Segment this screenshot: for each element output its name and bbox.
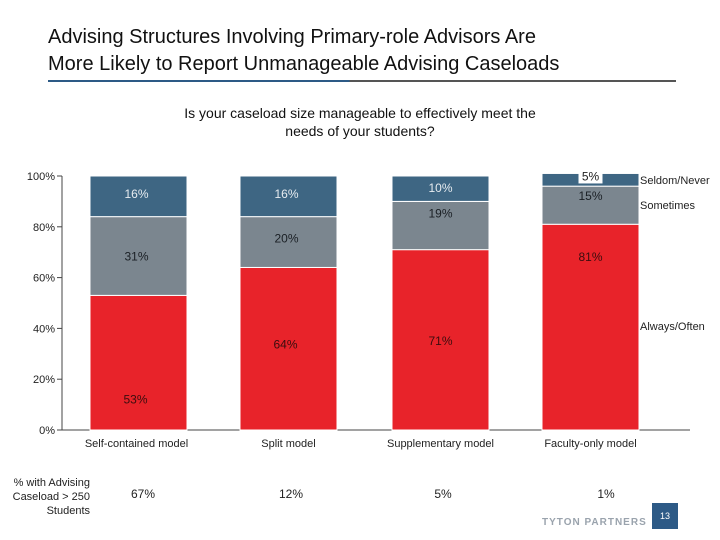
bar-segment xyxy=(89,294,188,431)
bar-segment xyxy=(89,216,188,296)
slide-title-line-1: Advising Structures Involving Primary-ro… xyxy=(48,26,536,48)
legend-label: Always/Often xyxy=(640,321,705,333)
caseload-row-label-line-1: % with Advising xyxy=(13,477,90,489)
bar-segment xyxy=(541,223,640,431)
bar-segment xyxy=(89,175,188,218)
caseload-row-label: % with Advising Caseload > 250 Students xyxy=(2,476,90,518)
data-label: 16% xyxy=(274,187,298,201)
category-label: Self-contained model xyxy=(85,438,188,450)
y-tick-label: 80% xyxy=(33,222,55,234)
caseload-value: 67% xyxy=(130,487,156,501)
page-number-badge: 13 xyxy=(652,503,678,529)
chart-question-line-2: needs of your students? xyxy=(285,123,435,139)
bar-segment xyxy=(391,175,490,202)
category-label: Split model xyxy=(261,438,315,450)
caseload-row-label-line-2: Caseload > 250 xyxy=(12,491,90,503)
bar-segment xyxy=(541,185,640,225)
bar-segment xyxy=(391,249,490,431)
data-label: 64% xyxy=(273,338,297,352)
slide-title: Advising Structures Involving Primary-ro… xyxy=(48,24,688,78)
caseload-value: 12% xyxy=(278,487,304,501)
y-tick-label: 40% xyxy=(33,323,55,335)
brand-logo-text: TYTON PARTNERS xyxy=(542,517,647,528)
y-tick-label: 60% xyxy=(33,273,55,285)
data-label: 19% xyxy=(428,206,452,220)
category-label: Faculty-only model xyxy=(544,438,636,450)
data-label: 31% xyxy=(124,250,148,264)
data-label: 53% xyxy=(123,393,147,407)
caseload-value: 5% xyxy=(434,487,452,501)
title-underline xyxy=(48,80,676,82)
caseload-row-label-line-3: Students xyxy=(46,505,90,517)
data-label: 10% xyxy=(428,181,452,195)
legend-label: Sometimes xyxy=(640,200,696,212)
legend-label: Seldom/Never xyxy=(640,175,710,187)
bar-segment xyxy=(239,266,338,431)
data-label: 16% xyxy=(124,187,148,201)
y-tick-label: 0% xyxy=(39,425,55,437)
data-label-background xyxy=(578,169,603,184)
data-label: 81% xyxy=(578,250,602,264)
bar-segment xyxy=(239,216,338,268)
y-tick-label: 100% xyxy=(27,171,55,183)
caseload-value: 1% xyxy=(597,487,615,501)
bar-segment xyxy=(239,175,338,218)
slide-title-line-2: More Likely to Report Unmanageable Advis… xyxy=(48,53,560,75)
category-label: Supplementary model xyxy=(387,438,494,450)
data-label: 5% xyxy=(582,169,600,183)
chart-question-line-1: Is your caseload size manageable to effe… xyxy=(184,105,536,121)
y-tick-label: 20% xyxy=(33,374,55,386)
chart-question: Is your caseload size manageable to effe… xyxy=(110,104,610,140)
data-label: 20% xyxy=(274,232,298,246)
data-label: 71% xyxy=(428,334,452,348)
data-label: 15% xyxy=(578,189,602,203)
